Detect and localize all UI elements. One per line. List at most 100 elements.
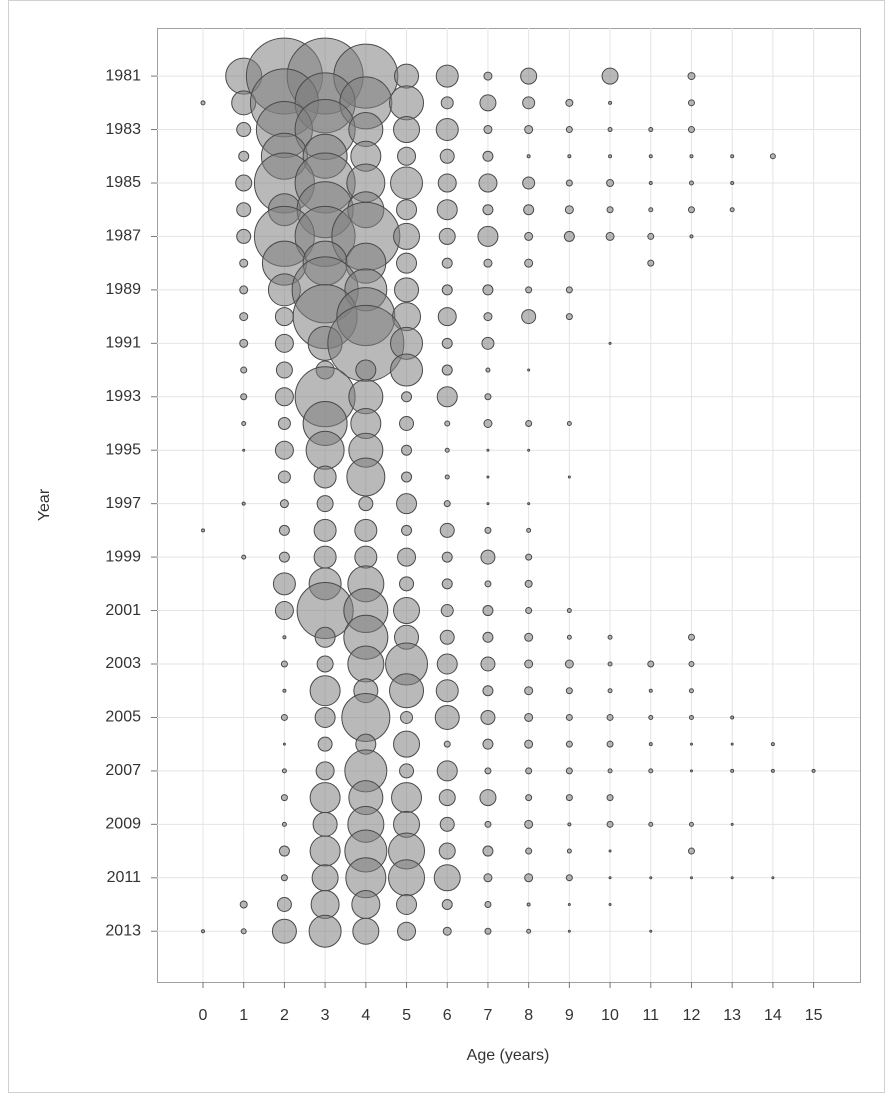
bubble (444, 474, 450, 480)
bubble (526, 154, 531, 159)
bubble (608, 849, 612, 853)
bubble (601, 67, 619, 85)
bubble (393, 730, 421, 758)
bubble (607, 688, 613, 694)
bubble (274, 601, 294, 621)
bubble (525, 553, 533, 561)
bubble (239, 900, 248, 909)
bubble (482, 284, 494, 296)
y-tick-label: 1997 (105, 495, 141, 512)
bubble (435, 679, 459, 703)
bubble (524, 712, 534, 722)
bubble (399, 763, 415, 779)
bubble (441, 337, 453, 349)
bubble (275, 361, 293, 379)
bubble (274, 387, 294, 407)
bubble (565, 687, 573, 695)
bubble (280, 713, 288, 721)
bubble (241, 554, 247, 560)
bubble (200, 528, 205, 533)
bubble (484, 767, 492, 775)
bubble (479, 789, 497, 807)
bubble (355, 359, 377, 381)
bubble (484, 393, 492, 401)
bubble (278, 845, 290, 857)
bubble (279, 499, 289, 509)
bubble (397, 921, 417, 941)
y-tick-label: 1981 (105, 67, 141, 84)
bubble (524, 659, 534, 669)
bubble (687, 206, 695, 214)
bubble (524, 739, 534, 749)
bubble (358, 496, 374, 512)
bubble (770, 742, 775, 747)
bubble (388, 859, 426, 897)
bubble (241, 420, 247, 426)
bubble (238, 150, 250, 162)
bubble (565, 874, 573, 882)
bubble (525, 767, 533, 775)
bubble (730, 715, 735, 720)
bubble (484, 580, 492, 588)
bubble (484, 901, 492, 909)
bubble (239, 258, 249, 268)
bubble (347, 645, 385, 683)
bubble (396, 894, 418, 916)
bubble (484, 526, 492, 534)
bubble (313, 545, 337, 569)
bubble (240, 928, 247, 935)
bubble (309, 675, 341, 707)
bubble (689, 154, 694, 159)
x-tick-label: 9 (565, 1007, 574, 1024)
bubble (565, 794, 573, 802)
x-tick-label: 5 (402, 1007, 411, 1024)
bubble (397, 547, 417, 567)
bubble (565, 286, 573, 294)
bubble (648, 821, 654, 827)
bubble (730, 768, 735, 773)
y-tick-label: 1983 (105, 121, 141, 138)
bubble (566, 608, 572, 614)
bubble (309, 835, 341, 867)
bubble (564, 659, 574, 669)
bubble (524, 873, 534, 883)
bubble (443, 500, 451, 508)
bubble (436, 199, 458, 221)
x-tick-label: 1 (239, 1007, 248, 1024)
bubble (567, 903, 571, 907)
x-tick-label: 0 (199, 1007, 208, 1024)
bubble (200, 929, 205, 934)
bubble (608, 341, 612, 345)
bubble (566, 420, 572, 426)
bubble (441, 551, 453, 563)
bubble (730, 742, 734, 746)
bubble (606, 206, 614, 214)
bubble (274, 333, 294, 353)
bubble (688, 821, 694, 827)
bubble (689, 769, 693, 773)
bubble (483, 312, 493, 322)
bubble (649, 876, 653, 880)
bubble (483, 125, 493, 135)
bubble (689, 742, 693, 746)
bubble (730, 876, 734, 880)
y-tick-label: 2003 (105, 655, 141, 672)
bubble (520, 67, 538, 85)
bubble (280, 794, 288, 802)
x-tick-label: 13 (723, 1007, 741, 1024)
bubble (607, 661, 613, 667)
bubble (608, 154, 613, 159)
bubble (278, 524, 290, 536)
bubble (483, 71, 493, 81)
bubble (281, 821, 287, 827)
bubble (393, 222, 421, 250)
bubble (480, 656, 496, 672)
bubble (276, 897, 292, 913)
y-axis-label: Year (36, 488, 53, 521)
y-tick-label: 1985 (105, 174, 141, 191)
bubble (478, 173, 498, 193)
bubble (444, 447, 450, 453)
bubble (396, 252, 418, 274)
bubble (316, 495, 334, 513)
bubble (443, 740, 451, 748)
